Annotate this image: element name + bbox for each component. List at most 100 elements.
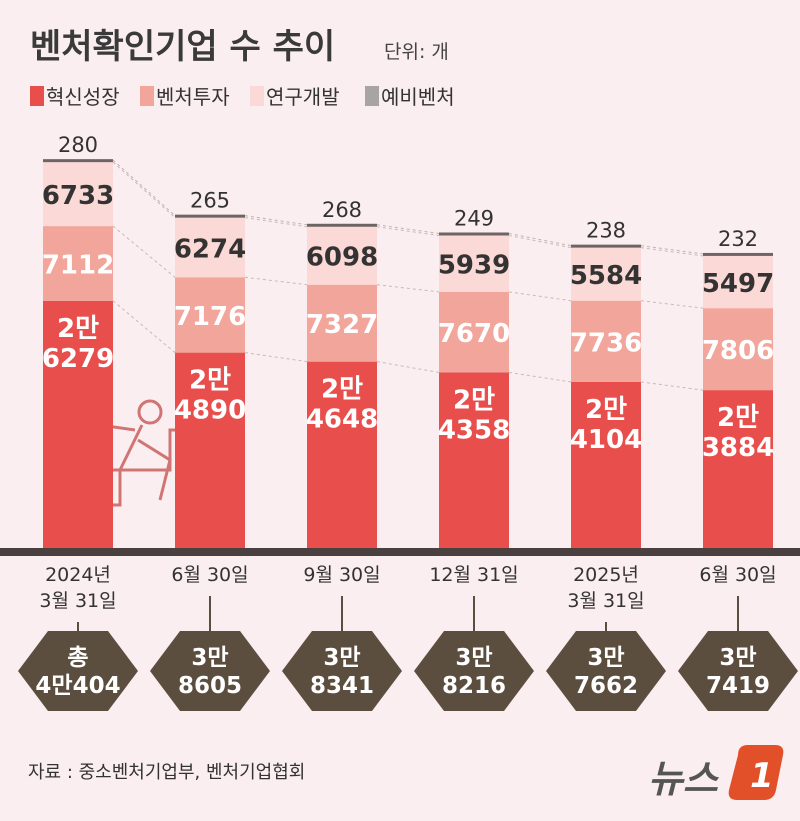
baseline (0, 548, 800, 556)
date-label: 6월 30일 (171, 564, 248, 586)
bar-rnd (571, 247, 641, 301)
bar-innovation (43, 300, 113, 548)
bar-label-venture-investment: 7112 (42, 250, 114, 280)
legend-swatch (365, 86, 379, 106)
legend-swatch (140, 86, 154, 106)
connector-line (508, 291, 572, 302)
bar-label-pre-venture: 232 (718, 227, 758, 251)
date-label: 12월 31일 (429, 564, 518, 586)
connector-line (376, 224, 440, 234)
date-label: 6월 30일 (699, 564, 776, 586)
connector-line (508, 233, 572, 247)
connector-line (376, 361, 440, 373)
total-hexagon (150, 631, 270, 711)
bar-label-venture-investment: 7176 (174, 302, 246, 332)
date-labels: 2024년 3월 31일 6월 30일 9월 30일 12월 31일 2025년 3월 31… (39, 564, 776, 612)
total-hexagon (414, 631, 534, 711)
bar-label-venture-investment: 7736 (570, 328, 642, 358)
total-label: 3만 (323, 645, 360, 671)
bar-label-rnd: 5584 (570, 261, 642, 291)
bar-label-rnd: 5939 (438, 251, 510, 281)
bar-label-rnd: 6274 (174, 234, 246, 264)
total-label: 3만 (455, 645, 492, 671)
logo-text: 뉴스 (648, 757, 720, 801)
connector-line (640, 247, 704, 257)
connector-line (112, 300, 176, 353)
bar-venture-investment (307, 284, 377, 362)
bar-label-innovation: 4358 (438, 415, 510, 445)
bar-pre-venture (307, 223, 377, 227)
bar-label-innovation: 2만 (189, 366, 231, 396)
bar-label-innovation: 2만 (585, 395, 627, 425)
bar-label-rnd: 5497 (702, 269, 774, 299)
bar-label-innovation: 4104 (570, 425, 642, 455)
legend-label: 연구개발 (266, 85, 340, 109)
bars-group: 2만6279711267332802만4890717662742652만4648… (42, 133, 774, 548)
bar-label-rnd: 6733 (42, 181, 114, 211)
connector-line (244, 217, 308, 228)
total-hexagon (18, 631, 138, 711)
total-label: 4만404 (35, 673, 120, 699)
connector-line (112, 161, 176, 219)
date-label: 9월 30일 (303, 564, 380, 586)
bar-label-rnd: 6098 (306, 243, 378, 273)
bar-rnd (439, 235, 509, 292)
total-label: 3만 (191, 645, 228, 671)
bar-label-innovation: 4648 (306, 405, 378, 435)
bar-label-pre-venture: 268 (322, 198, 362, 222)
bar-label-pre-venture: 280 (58, 133, 98, 157)
total-label: 7419 (706, 673, 770, 699)
connector-line (640, 245, 704, 255)
total-label: 8341 (310, 673, 374, 699)
legend-label: 벤처투자 (156, 85, 230, 109)
connector-line (244, 352, 308, 363)
legend-swatch (250, 86, 264, 106)
connector-line (376, 226, 440, 236)
bar-label-pre-venture: 249 (454, 206, 494, 230)
bar-label-innovation: 2만 (453, 385, 495, 415)
bar-label-innovation: 6279 (42, 344, 114, 374)
bar-label-innovation: 4890 (174, 396, 246, 426)
bar-venture-investment (571, 300, 641, 382)
bar-pre-venture (703, 252, 773, 256)
bar-rnd (703, 255, 773, 309)
total-label: 8216 (442, 673, 506, 699)
bar-innovation (439, 372, 509, 548)
bar-label-innovation: 2만 (321, 375, 363, 405)
bar-innovation (703, 390, 773, 548)
bar-innovation (307, 361, 377, 548)
connector-line (244, 276, 308, 286)
bar-label-pre-venture: 238 (586, 219, 626, 243)
bar-label-venture-investment: 7670 (438, 319, 510, 349)
connector-line (508, 371, 572, 383)
connector-line (244, 215, 308, 226)
unit-label: 단위: 개 (384, 41, 449, 63)
connector-line (508, 235, 572, 249)
total-label: 7662 (574, 673, 638, 699)
bar-pre-venture (43, 159, 113, 163)
legend: 혁신성장 벤처투자 연구개발 예비벤처 (30, 85, 455, 109)
bar-label-innovation: 3884 (702, 433, 774, 463)
chart-title: 벤처확인기업 수 추이 (30, 27, 335, 67)
bar-rnd (43, 162, 113, 227)
source-note: 자료 : 중소벤처기업부, 벤처기업협회 (28, 762, 305, 783)
connector-line (112, 225, 176, 278)
bar-innovation (571, 381, 641, 548)
bar-pre-venture (571, 244, 641, 248)
bar-label-innovation: 2만 (57, 314, 99, 344)
bar-pre-venture (439, 232, 509, 236)
connector-line (640, 300, 704, 309)
connector-line (640, 381, 704, 391)
date-label: 3월 31일 (567, 590, 644, 612)
bar-venture-investment (703, 308, 773, 391)
total-label: 총 (67, 645, 88, 671)
legend-swatch (30, 86, 44, 106)
total-label: 3만 (719, 645, 756, 671)
